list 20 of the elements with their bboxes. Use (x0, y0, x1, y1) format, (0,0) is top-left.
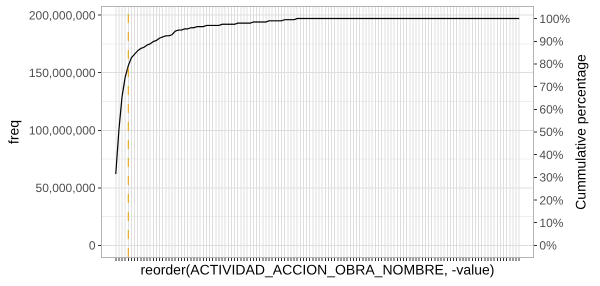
y-tick-label: 50,000,000 (36, 181, 96, 196)
y2-tick-label: 80% (539, 57, 564, 72)
y2-tick-label: 100% (539, 12, 570, 26)
y2-tick-label: 30% (539, 170, 564, 185)
y-tick-label: 200,000,000 (28, 8, 96, 22)
line-series (115, 18, 520, 175)
x-axis-title: reorder(ACTIVIDAD_ACCION_OBRA_NOMBRE, -value) (140, 261, 494, 278)
y2-tick-label: 10% (539, 216, 564, 230)
y2-tick-label: 50% (539, 125, 564, 140)
y2-tick-label: 60% (539, 102, 564, 117)
y2-tick-label: 20% (539, 193, 564, 208)
y2-axis-title: Cummulative percentage (572, 54, 589, 210)
y-tick-label: 100,000,000 (28, 123, 96, 138)
y-tick-label: 150,000,000 (28, 66, 96, 80)
y-axis-title: freq (5, 120, 22, 144)
y2-tick-label: 40% (539, 148, 564, 162)
y2-tick-label: 90% (539, 34, 564, 48)
y2-tick-label: 70% (539, 80, 564, 94)
y2-tick-label: 0% (539, 238, 558, 253)
y-tick-label: 0 (88, 238, 96, 253)
